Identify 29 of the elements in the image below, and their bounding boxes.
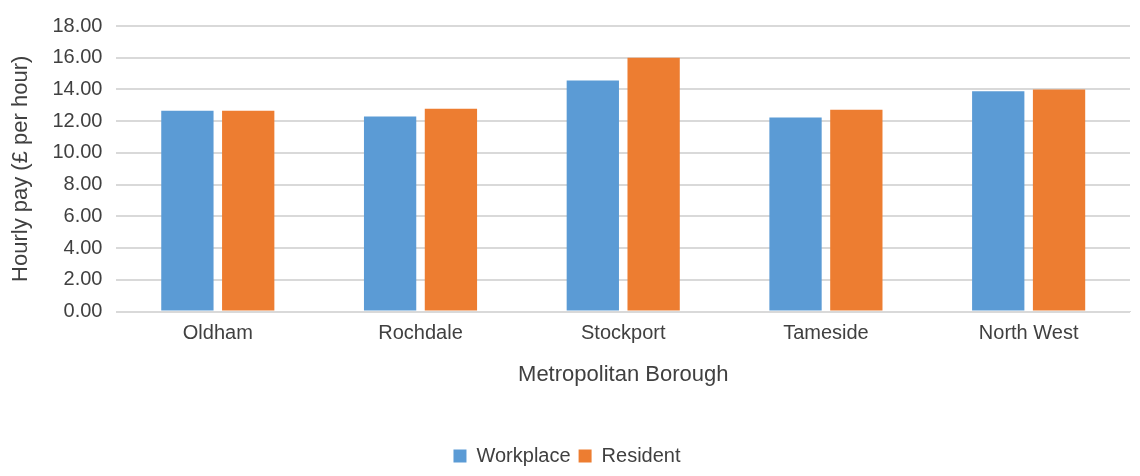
legend-label: Resident — [601, 443, 681, 466]
x-tick-label: North West — [978, 321, 1079, 344]
y-tick-label: 2.00 — [63, 267, 103, 290]
y-tick-label: 8.00 — [63, 172, 103, 195]
bar — [1032, 89, 1086, 311]
x-tick-label: Tameside — [783, 321, 869, 344]
x-tick-label: Oldham — [182, 321, 253, 344]
y-tick-label: 4.00 — [63, 235, 103, 258]
y-tick-label: 0.00 — [63, 299, 103, 322]
y-tick-label: 14.00 — [52, 76, 103, 99]
x-tick-label: Stockport — [580, 321, 666, 344]
x-axis-title: Metropolitan Borough — [518, 360, 729, 386]
bar — [972, 91, 1025, 311]
y-tick-label: 6.00 — [63, 203, 103, 226]
legend-label: Workplace — [476, 443, 571, 466]
y-tick-label: 12.00 — [52, 108, 103, 131]
bar — [363, 116, 417, 311]
y-tick-label: 10.00 — [52, 140, 103, 163]
bar — [830, 109, 883, 311]
y-tick-label: 16.00 — [52, 45, 103, 68]
y-axis-title: Hourly pay (£ per hour) — [7, 55, 33, 282]
bar — [424, 108, 478, 311]
bar — [222, 110, 275, 311]
bar — [769, 117, 822, 311]
x-tick-label: Rochdale — [378, 321, 463, 344]
bar — [627, 57, 680, 311]
y-tick-label: 18.00 — [52, 13, 103, 36]
bar — [161, 110, 214, 311]
bar — [566, 80, 619, 311]
